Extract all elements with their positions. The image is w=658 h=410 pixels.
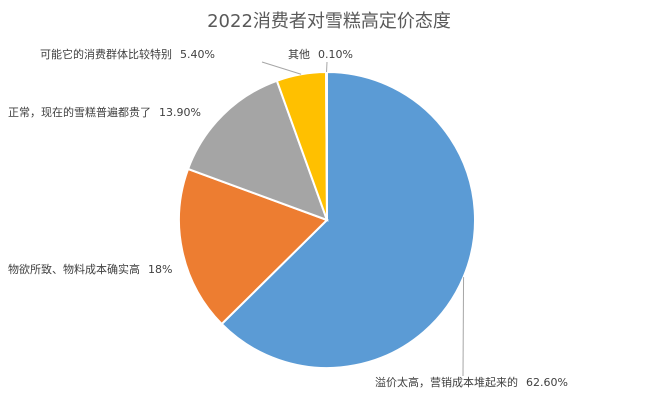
- pie-slice: [325, 70, 328, 221]
- value-label: 62.60%: [526, 376, 568, 389]
- slice-label: 其他 0.10%: [288, 48, 353, 61]
- value-label: 13.90%: [159, 106, 201, 119]
- leader-line: [261, 61, 302, 75]
- category-label: 物欲所致、物料成本确实高: [8, 262, 140, 276]
- category-label: 可能它的消费群体比较特别: [40, 47, 172, 61]
- pie-slice: [220, 70, 476, 369]
- slice-label: 物欲所致、物料成本确实高 18%: [8, 262, 172, 276]
- category-label: 正常，现在的雪糕普遍都贵了: [8, 105, 151, 119]
- slice-label: 正常，现在的雪糕普遍都贵了 13.90%: [8, 105, 201, 119]
- leader-line: [462, 277, 465, 377]
- value-label: 5.40%: [180, 48, 215, 61]
- chart-title: 2022消费者对雪糕高定价态度: [207, 11, 451, 32]
- value-label: 18%: [148, 263, 172, 276]
- slice-label: 溢价太高，营销成本堆起来的 62.60%: [375, 375, 568, 389]
- slice-label: 可能它的消费群体比较特别 5.40%: [40, 47, 215, 61]
- category-label: 其他: [288, 48, 310, 61]
- pie-slice: [186, 79, 329, 222]
- pie-slice: [178, 167, 329, 326]
- value-label: 0.10%: [318, 48, 353, 61]
- category-label: 溢价太高，营销成本堆起来的: [375, 375, 518, 389]
